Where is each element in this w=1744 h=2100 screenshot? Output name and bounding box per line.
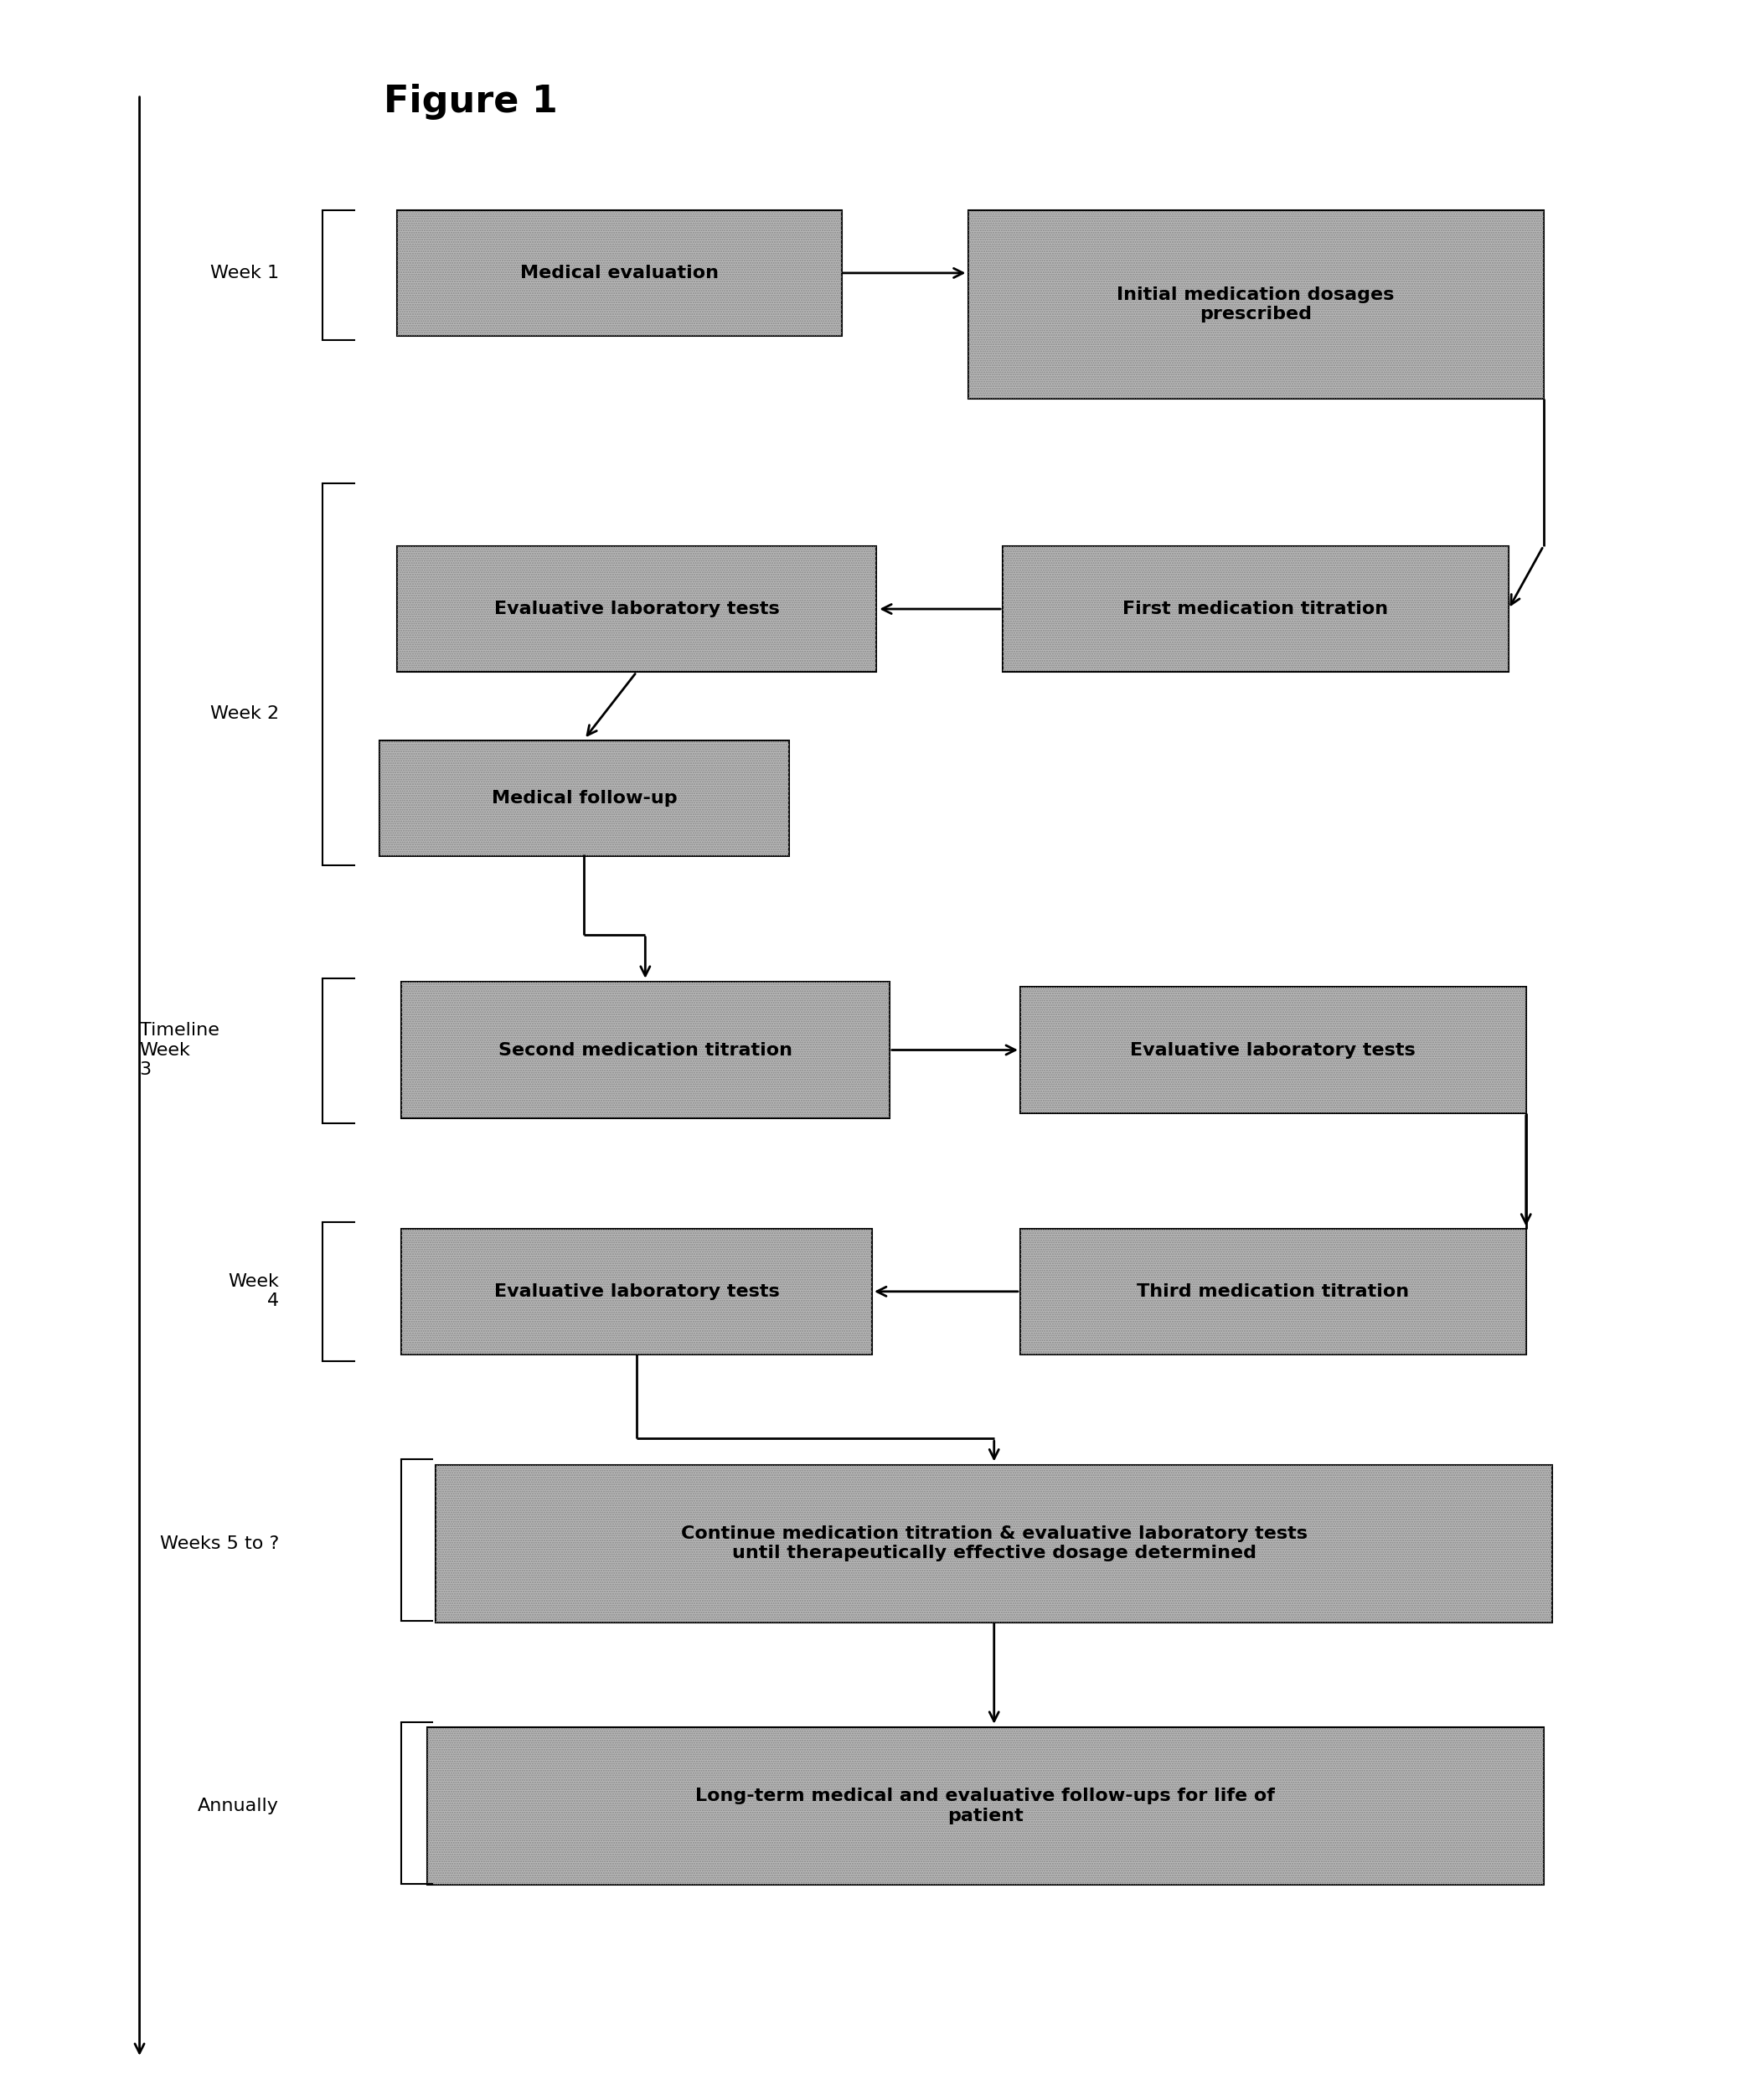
Text: Week 2: Week 2	[211, 706, 279, 722]
Text: Continue medication titration & evaluative laboratory tests
until therapeuticall: Continue medication titration & evaluati…	[680, 1525, 1308, 1562]
Text: Figure 1: Figure 1	[384, 84, 558, 120]
Text: Week 1: Week 1	[211, 265, 279, 281]
Bar	[968, 210, 1543, 399]
Text: Evaluative laboratory tests: Evaluative laboratory tests	[1130, 1042, 1416, 1058]
Text: Initial medication dosages
prescribed: Initial medication dosages prescribed	[1116, 286, 1395, 323]
Bar	[1003, 546, 1509, 672]
Text: Timeline
Week
3: Timeline Week 3	[140, 1023, 220, 1077]
Bar	[427, 1726, 1543, 1886]
Bar	[1020, 987, 1526, 1113]
Text: Weeks 5 to ?: Weeks 5 to ?	[160, 1535, 279, 1552]
Text: Evaluative laboratory tests: Evaluative laboratory tests	[494, 601, 780, 617]
Text: Evaluative laboratory tests: Evaluative laboratory tests	[494, 1283, 780, 1300]
Text: Week
4: Week 4	[228, 1273, 279, 1310]
Bar	[401, 1228, 872, 1354]
Bar	[1020, 1228, 1526, 1354]
Text: Third medication titration: Third medication titration	[1137, 1283, 1409, 1300]
Bar	[427, 1726, 1543, 1886]
Text: Medical evaluation: Medical evaluation	[520, 265, 719, 281]
Bar	[380, 739, 788, 857]
Text: Second medication titration: Second medication titration	[499, 1042, 792, 1058]
Text: Annually: Annually	[197, 1798, 279, 1814]
Bar	[396, 210, 841, 336]
Text: Medical follow-up: Medical follow-up	[492, 790, 677, 806]
Bar	[396, 210, 841, 336]
Bar	[401, 983, 889, 1117]
Bar	[436, 1466, 1552, 1621]
Bar	[436, 1466, 1552, 1621]
Bar	[401, 983, 889, 1117]
Bar	[1020, 987, 1526, 1113]
Text: First medication titration: First medication titration	[1123, 601, 1388, 617]
Bar	[968, 210, 1543, 399]
Bar	[380, 739, 788, 857]
Text: Long-term medical and evaluative follow-ups for life of
patient: Long-term medical and evaluative follow-…	[696, 1787, 1275, 1825]
Bar	[1020, 1228, 1526, 1354]
Bar	[401, 1228, 872, 1354]
Bar	[396, 546, 875, 672]
Bar	[1003, 546, 1509, 672]
Bar	[396, 546, 875, 672]
